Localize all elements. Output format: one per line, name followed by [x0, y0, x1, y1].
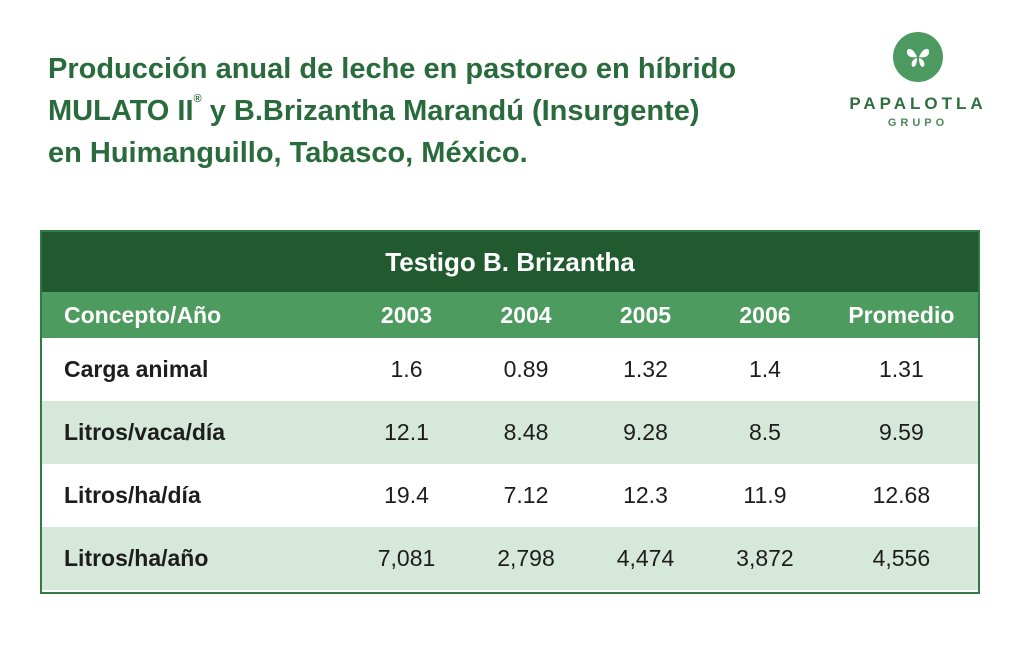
table-cell: 8.5: [748, 419, 781, 445]
page-title: Producción anual de leche en pastoreo en…: [48, 48, 828, 174]
header-cell-concept: Concepto/Año: [64, 301, 222, 328]
table-title: Testigo B. Brizantha: [42, 232, 978, 292]
table-cell-average: 12.68: [872, 482, 931, 508]
table-cell: 7,081: [377, 545, 436, 571]
table-cell-average: 4,556: [872, 545, 931, 571]
table-header-row: Concepto/Año 2003 2004 2005 2006 Promedi…: [42, 292, 978, 338]
table-cell: 1.6: [390, 356, 423, 382]
title-line-1: Producción anual de leche en pastoreo en…: [48, 53, 737, 85]
registered-mark: ®: [193, 93, 202, 105]
title-line-3: en Huimanguillo, Tabasco, México.: [48, 137, 528, 169]
row-label: Litros/vaca/día: [64, 419, 226, 445]
header-cell-2003: 2003: [380, 301, 433, 328]
header-cell-2005: 2005: [619, 301, 672, 328]
table-cell: 4,474: [616, 545, 675, 571]
table-cell: 8.48: [503, 419, 549, 445]
title-line-2: MULATO II® y B.Brizantha Marandú (Insurg…: [48, 90, 828, 132]
table-row: Litros/ha/día 19.4 7.12 12.3 11.9 12.68: [42, 464, 978, 527]
table-cell: 7.12: [503, 482, 549, 508]
butterfly-icon: [893, 32, 943, 82]
table-cell-average: 9.59: [878, 419, 924, 445]
table-cell: 2,798: [497, 545, 555, 571]
table-row: Litros/ha/año 7,081 2,798 4,474 3,872 4,…: [42, 527, 978, 590]
row-label: Litros/ha/día: [64, 482, 201, 508]
table-cell: 1.4: [748, 356, 781, 382]
row-label: Carga animal: [64, 356, 209, 382]
title-line-2-product: MULATO II: [48, 95, 194, 127]
table-cell: 3,872: [736, 545, 794, 571]
header-cell-2004: 2004: [500, 301, 552, 328]
table-cell-average: 1.31: [878, 356, 924, 382]
table-row: Carga animal 1.6 0.89 1.32 1.4 1.31: [42, 338, 978, 401]
papalotla-logo: PAPALOTLA GRUPO: [838, 32, 998, 129]
header-cell-2006: 2006: [739, 301, 791, 328]
table-cell: 11.9: [743, 482, 787, 508]
production-table: Testigo B. Brizantha Concepto/Año 2003 2…: [40, 230, 980, 594]
table-cell: 0.89: [503, 356, 549, 382]
row-label: Litros/ha/año: [64, 545, 209, 571]
logo-name: PAPALOTLA: [849, 94, 987, 113]
header-cell-average: Promedio: [848, 301, 955, 328]
logo-subtitle: GRUPO: [887, 117, 949, 129]
table-cell: 19.4: [384, 482, 429, 508]
table-row: Litros/vaca/día 12.1 8.48 9.28 8.5 9.59: [42, 401, 978, 464]
table-cell: 12.1: [384, 419, 429, 445]
table-cell: 9.28: [623, 419, 668, 445]
title-line-2-rest: y B.Brizantha Marandú (Insurgente): [201, 95, 700, 127]
table-cell: 1.32: [623, 356, 668, 382]
table-cell: 12.3: [623, 482, 668, 508]
